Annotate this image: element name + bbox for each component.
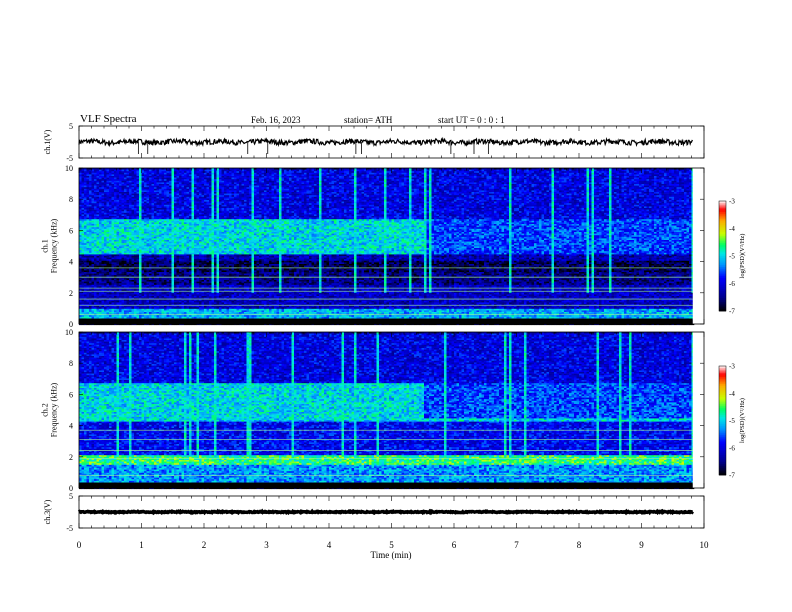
waveform-trace — [79, 139, 693, 146]
y-axis-label-line: ch.1(V) — [43, 129, 52, 154]
spectrogram-cells — [79, 168, 694, 325]
y-tick-label: 5 — [69, 122, 73, 131]
ch1-waveform-panel: 5 -5 ch.1(V) — [43, 122, 704, 163]
y-axis-label: ch.1(V) — [43, 129, 52, 154]
y-tick-label: -5 — [66, 154, 73, 163]
